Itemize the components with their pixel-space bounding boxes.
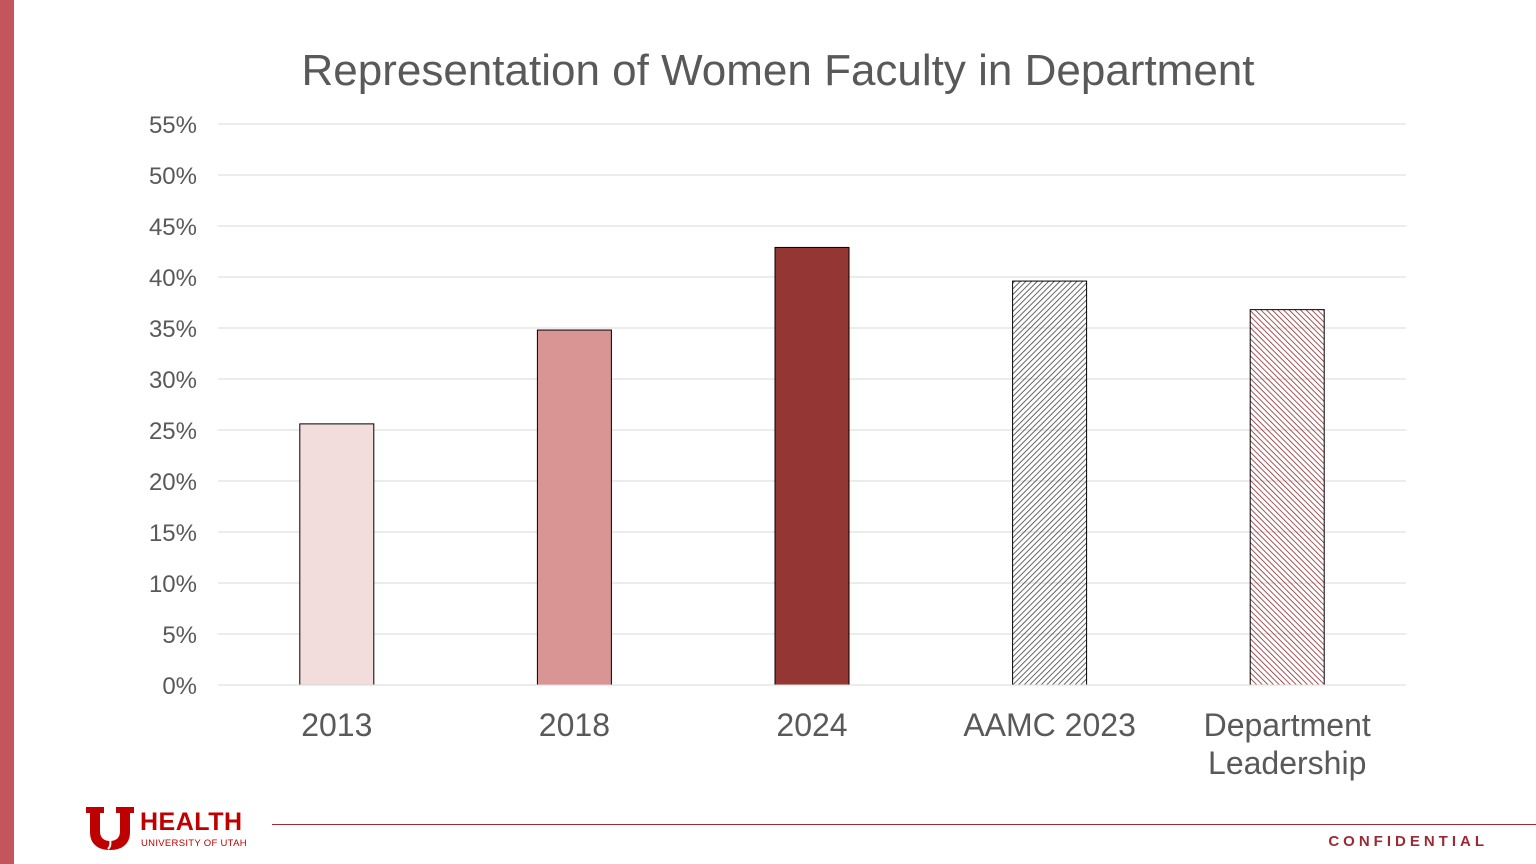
y-tick-label: 20% — [149, 469, 197, 496]
y-axis: 0% 5% 10% 15% 20% 25% 30% 35% 40% 45% 50% 55% — [149, 112, 197, 700]
university-logo: HEALTH UNIVERSITY OF UTAH — [84, 805, 264, 851]
y-tick-label: 35% — [149, 316, 197, 343]
confidential-label: CONFIDENTIAL — [1328, 833, 1488, 850]
y-tick-label: 55% — [149, 112, 197, 139]
y-tick-label: 15% — [149, 520, 197, 547]
y-tick-label: 50% — [149, 163, 197, 190]
u-logo-icon — [86, 807, 134, 850]
y-tick-label: 40% — [149, 265, 197, 292]
y-tick-label: 25% — [149, 418, 197, 445]
x-tick-label: 2013 — [301, 707, 372, 743]
bars — [299, 246, 1325, 686]
accent-strip — [0, 0, 14, 864]
x-tick-label: 2024 — [776, 707, 847, 743]
y-tick-label: 45% — [149, 214, 197, 241]
bar — [536, 329, 612, 686]
y-tick-label: 10% — [149, 571, 197, 598]
y-tick-label: 0% — [162, 673, 197, 700]
bar — [1012, 280, 1088, 686]
x-tick-label: Department Leadership — [1204, 707, 1371, 781]
footer-divider — [272, 824, 1536, 825]
chart-title: Representation of Women Faculty in Depar… — [301, 46, 1255, 95]
bar — [774, 246, 850, 686]
logo-subtext: UNIVERSITY OF UTAH — [141, 838, 247, 849]
logo-brand-text: HEALTH — [140, 808, 243, 836]
bar — [1249, 309, 1325, 686]
x-tick-label: 2018 — [539, 707, 610, 743]
x-axis: 2013 2018 2024 AAMC 2023 Department Leadershi… — [218, 684, 1406, 781]
y-tick-label: 5% — [162, 622, 197, 649]
x-tick-label: AAMC 2023 — [963, 707, 1136, 743]
y-tick-label: 30% — [149, 367, 197, 394]
bar — [299, 423, 375, 686]
